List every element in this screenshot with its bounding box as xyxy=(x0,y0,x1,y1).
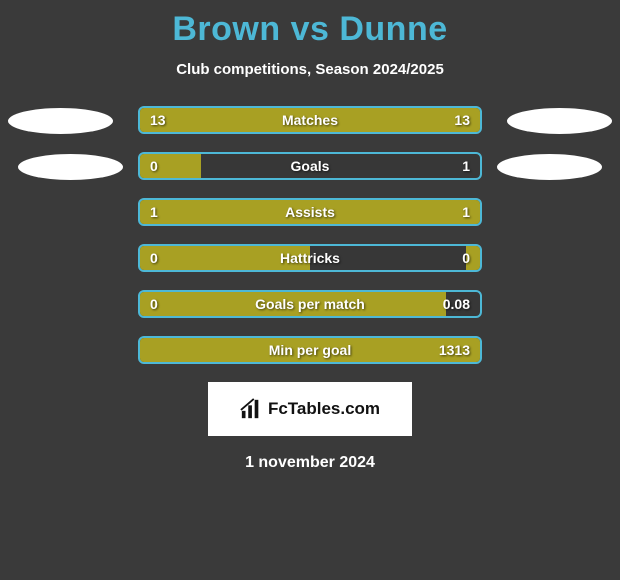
player-ellipse-left xyxy=(18,154,123,180)
subtitle: Club competitions, Season 2024/2025 xyxy=(0,61,620,78)
page-title: Brown vs Dunne xyxy=(0,0,620,49)
player-ellipse-right xyxy=(497,154,602,180)
stat-bar: 1313Min per goal xyxy=(138,336,482,364)
logo-text: FcTables.com xyxy=(268,399,380,419)
stat-row: 1313Min per goal xyxy=(0,336,620,366)
stat-label: Goals xyxy=(140,154,480,178)
stat-row: 1313Matches xyxy=(0,106,620,136)
bar-chart-icon xyxy=(240,398,262,420)
stat-row: 11Assists xyxy=(0,198,620,228)
date-text: 1 november 2024 xyxy=(0,454,620,472)
stat-label: Goals per match xyxy=(140,292,480,316)
stat-row: 01Goals xyxy=(0,152,620,182)
stat-row: 00.08Goals per match xyxy=(0,290,620,320)
player-ellipse-left xyxy=(8,108,113,134)
stat-label: Matches xyxy=(140,108,480,132)
stat-label: Hattricks xyxy=(140,246,480,270)
stat-label: Min per goal xyxy=(140,338,480,362)
stat-bar: 00.08Goals per match xyxy=(138,290,482,318)
player-ellipse-right xyxy=(507,108,612,134)
comparison-chart: 1313Matches 01Goals 11Assists 00Hattricks 00… xyxy=(0,106,620,366)
stat-bar: 01Goals xyxy=(138,152,482,180)
stat-bar: 11Assists xyxy=(138,198,482,226)
stat-bar: 00Hattricks xyxy=(138,244,482,272)
stat-row: 00Hattricks xyxy=(0,244,620,274)
stat-label: Assists xyxy=(140,200,480,224)
logo-box: FcTables.com xyxy=(208,382,412,436)
stat-bar: 1313Matches xyxy=(138,106,482,134)
